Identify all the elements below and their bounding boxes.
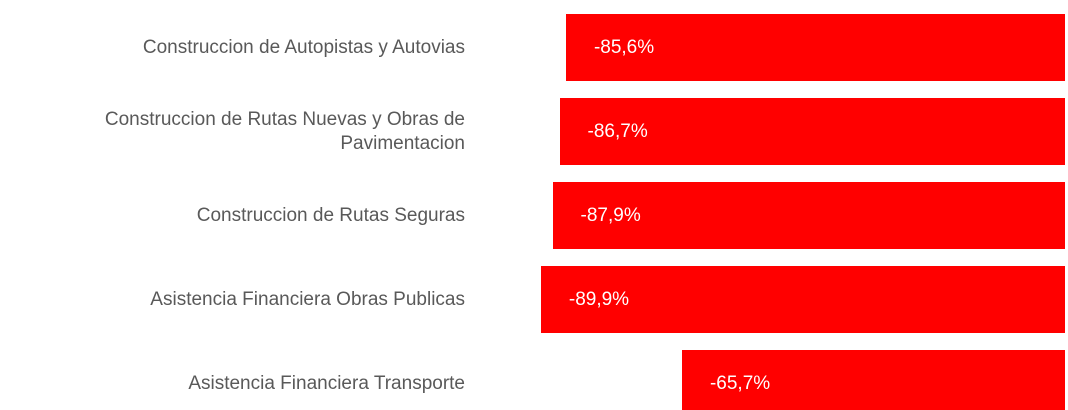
value-label: -87,9% xyxy=(580,204,641,226)
category-label: Construccion de Autopistas y Autovias xyxy=(142,36,465,58)
category-label: Construccion de Rutas Nuevas y Obras de … xyxy=(104,108,465,154)
value-label: -89,9% xyxy=(568,288,630,310)
value-label: -85,6% xyxy=(593,36,655,58)
bar xyxy=(565,14,1065,81)
bar xyxy=(552,182,1065,249)
value-label: -65,7% xyxy=(709,372,771,394)
category-label: Asistencia Financiera Transporte xyxy=(188,372,465,394)
bar xyxy=(559,98,1065,165)
bar xyxy=(681,350,1065,410)
category-label: Asistencia Financiera Obras Publicas xyxy=(150,288,465,310)
category-label: Construccion de Rutas Seguras xyxy=(196,204,465,226)
value-label: -86,7% xyxy=(587,120,648,142)
bar xyxy=(540,266,1065,333)
